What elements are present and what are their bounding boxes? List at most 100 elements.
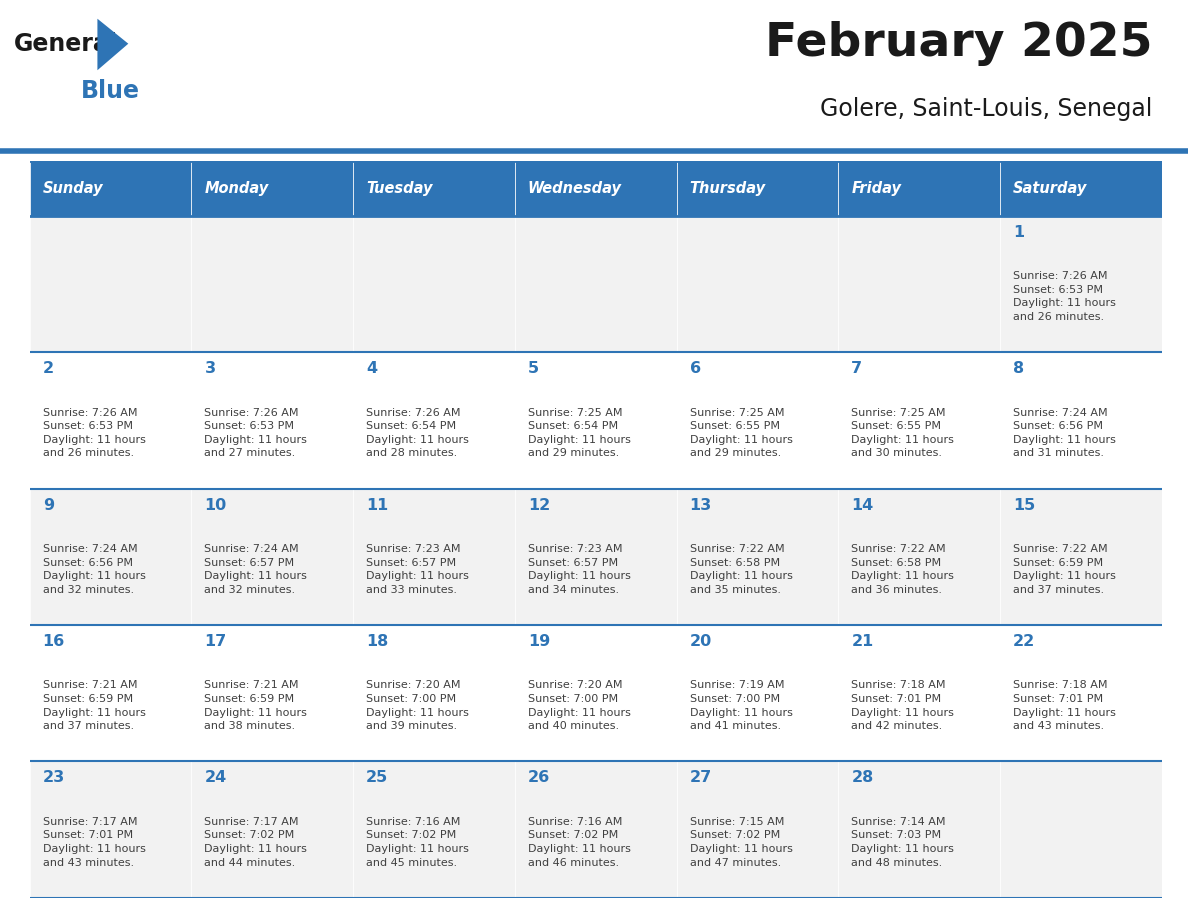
Text: 14: 14 <box>852 498 873 512</box>
Text: Tuesday: Tuesday <box>366 181 432 196</box>
Text: Monday: Monday <box>204 181 268 196</box>
Bar <box>353 353 514 488</box>
Text: Sunrise: 7:22 AM
Sunset: 6:59 PM
Daylight: 11 hours
and 37 minutes.: Sunrise: 7:22 AM Sunset: 6:59 PM Dayligh… <box>1013 544 1116 595</box>
Text: Sunrise: 7:18 AM
Sunset: 7:01 PM
Daylight: 11 hours
and 43 minutes.: Sunrise: 7:18 AM Sunset: 7:01 PM Dayligh… <box>1013 680 1116 731</box>
Text: 19: 19 <box>527 634 550 649</box>
Text: Sunrise: 7:22 AM
Sunset: 6:58 PM
Daylight: 11 hours
and 35 minutes.: Sunrise: 7:22 AM Sunset: 6:58 PM Dayligh… <box>689 544 792 595</box>
Bar <box>1000 488 1162 625</box>
Bar <box>191 625 353 761</box>
Text: 13: 13 <box>689 498 712 512</box>
Bar <box>677 625 839 761</box>
Text: Sunrise: 7:24 AM
Sunset: 6:56 PM
Daylight: 11 hours
and 31 minutes.: Sunrise: 7:24 AM Sunset: 6:56 PM Dayligh… <box>1013 408 1116 458</box>
Bar <box>1000 353 1162 488</box>
Text: Sunrise: 7:25 AM
Sunset: 6:55 PM
Daylight: 11 hours
and 29 minutes.: Sunrise: 7:25 AM Sunset: 6:55 PM Dayligh… <box>689 408 792 458</box>
Text: Sunrise: 7:22 AM
Sunset: 6:58 PM
Daylight: 11 hours
and 36 minutes.: Sunrise: 7:22 AM Sunset: 6:58 PM Dayligh… <box>852 544 954 595</box>
Text: Sunrise: 7:17 AM
Sunset: 7:01 PM
Daylight: 11 hours
and 43 minutes.: Sunrise: 7:17 AM Sunset: 7:01 PM Dayligh… <box>43 817 145 868</box>
Text: 6: 6 <box>689 361 701 376</box>
Text: Sunrise: 7:16 AM
Sunset: 7:02 PM
Daylight: 11 hours
and 46 minutes.: Sunrise: 7:16 AM Sunset: 7:02 PM Dayligh… <box>527 817 631 868</box>
Text: 16: 16 <box>43 634 65 649</box>
Text: 10: 10 <box>204 498 227 512</box>
Bar <box>839 216 1000 353</box>
Text: Sunrise: 7:25 AM
Sunset: 6:55 PM
Daylight: 11 hours
and 30 minutes.: Sunrise: 7:25 AM Sunset: 6:55 PM Dayligh… <box>852 408 954 458</box>
Text: 15: 15 <box>1013 498 1035 512</box>
Text: 21: 21 <box>852 634 873 649</box>
Bar <box>191 216 353 353</box>
Bar <box>191 761 353 898</box>
Text: Sunrise: 7:14 AM
Sunset: 7:03 PM
Daylight: 11 hours
and 48 minutes.: Sunrise: 7:14 AM Sunset: 7:03 PM Dayligh… <box>852 817 954 868</box>
Text: 28: 28 <box>852 770 873 785</box>
Bar <box>677 216 839 353</box>
Text: 4: 4 <box>366 361 378 376</box>
Text: Sunrise: 7:20 AM
Sunset: 7:00 PM
Daylight: 11 hours
and 40 minutes.: Sunrise: 7:20 AM Sunset: 7:00 PM Dayligh… <box>527 680 631 731</box>
Bar <box>1000 625 1162 761</box>
Bar <box>839 488 1000 625</box>
Bar <box>353 761 514 898</box>
Text: 8: 8 <box>1013 361 1024 376</box>
Bar <box>30 761 191 898</box>
Text: 3: 3 <box>204 361 215 376</box>
Text: Sunrise: 7:26 AM
Sunset: 6:53 PM
Daylight: 11 hours
and 27 minutes.: Sunrise: 7:26 AM Sunset: 6:53 PM Dayligh… <box>204 408 308 458</box>
Text: 25: 25 <box>366 770 388 785</box>
Bar <box>677 353 839 488</box>
Text: Sunrise: 7:15 AM
Sunset: 7:02 PM
Daylight: 11 hours
and 47 minutes.: Sunrise: 7:15 AM Sunset: 7:02 PM Dayligh… <box>689 817 792 868</box>
Text: Sunday: Sunday <box>43 181 103 196</box>
Bar <box>514 625 677 761</box>
Bar <box>353 625 514 761</box>
Text: 2: 2 <box>43 361 53 376</box>
Text: Blue: Blue <box>81 79 140 103</box>
Text: 23: 23 <box>43 770 65 785</box>
Bar <box>839 761 1000 898</box>
Bar <box>1000 216 1162 353</box>
Bar <box>677 488 839 625</box>
Bar <box>677 161 839 216</box>
Bar <box>514 216 677 353</box>
Text: Sunrise: 7:24 AM
Sunset: 6:57 PM
Daylight: 11 hours
and 32 minutes.: Sunrise: 7:24 AM Sunset: 6:57 PM Dayligh… <box>204 544 308 595</box>
Bar <box>30 216 191 353</box>
Text: Sunrise: 7:26 AM
Sunset: 6:54 PM
Daylight: 11 hours
and 28 minutes.: Sunrise: 7:26 AM Sunset: 6:54 PM Dayligh… <box>366 408 469 458</box>
Text: Thursday: Thursday <box>689 181 766 196</box>
Bar <box>839 353 1000 488</box>
Text: 27: 27 <box>689 770 712 785</box>
Text: Sunrise: 7:20 AM
Sunset: 7:00 PM
Daylight: 11 hours
and 39 minutes.: Sunrise: 7:20 AM Sunset: 7:00 PM Dayligh… <box>366 680 469 731</box>
Bar <box>839 161 1000 216</box>
Text: Sunrise: 7:24 AM
Sunset: 6:56 PM
Daylight: 11 hours
and 32 minutes.: Sunrise: 7:24 AM Sunset: 6:56 PM Dayligh… <box>43 544 145 595</box>
Polygon shape <box>97 18 128 70</box>
Text: Sunrise: 7:17 AM
Sunset: 7:02 PM
Daylight: 11 hours
and 44 minutes.: Sunrise: 7:17 AM Sunset: 7:02 PM Dayligh… <box>204 817 308 868</box>
Bar <box>191 161 353 216</box>
Text: 22: 22 <box>1013 634 1035 649</box>
Text: Wednesday: Wednesday <box>527 181 621 196</box>
Bar <box>514 353 677 488</box>
Text: February 2025: February 2025 <box>765 21 1152 66</box>
Bar <box>1000 161 1162 216</box>
Text: 20: 20 <box>689 634 712 649</box>
Bar <box>191 488 353 625</box>
Text: 24: 24 <box>204 770 227 785</box>
Bar <box>514 161 677 216</box>
Bar <box>30 161 191 216</box>
Text: 5: 5 <box>527 361 539 376</box>
Bar <box>353 161 514 216</box>
Bar <box>30 353 191 488</box>
Text: Sunrise: 7:26 AM
Sunset: 6:53 PM
Daylight: 11 hours
and 26 minutes.: Sunrise: 7:26 AM Sunset: 6:53 PM Dayligh… <box>43 408 145 458</box>
Bar <box>1000 761 1162 898</box>
Text: General: General <box>13 32 118 56</box>
Text: 18: 18 <box>366 634 388 649</box>
Text: 26: 26 <box>527 770 550 785</box>
Text: 12: 12 <box>527 498 550 512</box>
Bar <box>353 216 514 353</box>
Text: Sunrise: 7:16 AM
Sunset: 7:02 PM
Daylight: 11 hours
and 45 minutes.: Sunrise: 7:16 AM Sunset: 7:02 PM Dayligh… <box>366 817 469 868</box>
Text: Sunrise: 7:25 AM
Sunset: 6:54 PM
Daylight: 11 hours
and 29 minutes.: Sunrise: 7:25 AM Sunset: 6:54 PM Dayligh… <box>527 408 631 458</box>
Bar <box>30 625 191 761</box>
Text: 17: 17 <box>204 634 227 649</box>
Text: Sunrise: 7:23 AM
Sunset: 6:57 PM
Daylight: 11 hours
and 34 minutes.: Sunrise: 7:23 AM Sunset: 6:57 PM Dayligh… <box>527 544 631 595</box>
Bar <box>30 488 191 625</box>
Text: 1: 1 <box>1013 225 1024 240</box>
Text: Saturday: Saturday <box>1013 181 1087 196</box>
Bar <box>514 488 677 625</box>
Bar <box>191 353 353 488</box>
Text: Sunrise: 7:26 AM
Sunset: 6:53 PM
Daylight: 11 hours
and 26 minutes.: Sunrise: 7:26 AM Sunset: 6:53 PM Dayligh… <box>1013 271 1116 322</box>
Text: Sunrise: 7:23 AM
Sunset: 6:57 PM
Daylight: 11 hours
and 33 minutes.: Sunrise: 7:23 AM Sunset: 6:57 PM Dayligh… <box>366 544 469 595</box>
Text: Friday: Friday <box>852 181 902 196</box>
Text: 9: 9 <box>43 498 53 512</box>
Text: Golere, Saint-Louis, Senegal: Golere, Saint-Louis, Senegal <box>820 97 1152 121</box>
